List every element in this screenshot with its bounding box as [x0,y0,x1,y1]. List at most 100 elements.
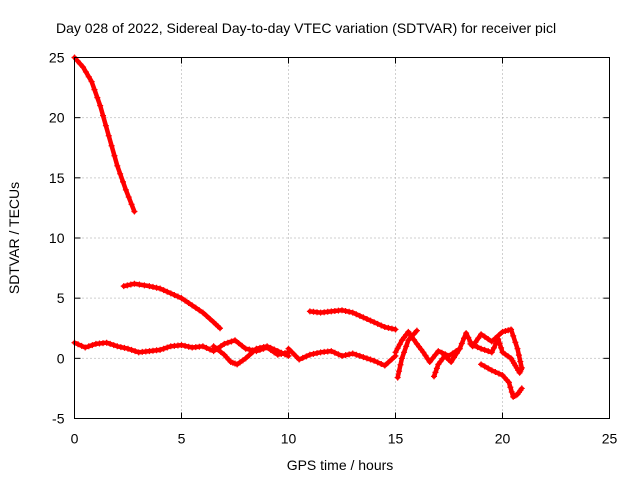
data-point-marker [342,308,349,315]
data-point-marker [463,330,470,337]
data-point-marker [164,288,171,295]
x-tick-label: 20 [495,431,511,447]
data-point-marker [125,345,131,352]
data-point-marker [514,345,521,352]
data-point-marker [353,351,360,358]
series-track-10 [478,361,525,400]
data-point-marker [267,344,274,351]
data-point-marker [505,327,512,334]
data-point-marker [167,290,174,297]
data-point-marker [388,356,395,363]
x-tick-label: 10 [281,431,297,447]
data-point-marker [292,352,299,359]
data-point-marker [192,304,199,311]
x-tick-label: 5 [178,431,186,447]
data-point-marker [253,345,260,352]
data-point-marker [356,352,363,359]
data-point-marker [403,343,410,350]
data-point-marker [478,331,485,338]
data-point-marker [182,342,189,349]
data-point-marker [448,358,455,365]
data-point-marker [488,349,495,356]
data-point-marker [426,358,433,365]
data-point-marker [411,336,418,343]
data-point-marker [242,345,249,352]
data-point-marker [85,343,92,350]
data-point-marker [512,339,519,346]
data-point-marker [396,368,403,375]
data-point-marker [128,201,135,208]
data-point-marker [481,346,488,353]
data-point-marker [111,152,118,159]
data-point-marker [408,334,415,341]
data-point-marker [164,344,171,351]
data-point-marker [78,342,85,349]
data-point-marker [314,350,321,357]
data-point-marker [378,360,385,367]
data-point-marker [75,341,82,348]
data-point-marker [221,340,228,347]
data-point-marker [239,342,246,349]
data-point-marker [485,348,492,355]
data-point-marker [478,361,485,368]
data-point-marker [88,78,95,85]
data-point-marker [214,346,221,353]
series-track-5 [210,343,292,368]
data-point-marker [107,340,114,347]
data-point-marker [339,307,345,314]
data-series-group [71,54,525,400]
data-point-marker [103,339,110,346]
data-point-marker [328,348,335,355]
data-point-marker [481,363,488,370]
y-tick-label: 5 [57,290,65,306]
data-point-marker [256,344,263,351]
data-point-marker [203,312,210,319]
data-point-marker [210,343,217,350]
data-point-marker [429,355,436,362]
data-point-marker [128,346,135,353]
data-point-marker [488,338,495,345]
series-track-9 [431,345,463,380]
data-point-marker [94,94,101,101]
data-point-marker [435,348,442,355]
data-point-marker [485,336,492,343]
data-point-marker [185,343,192,350]
y-tick-label: 10 [49,230,65,246]
data-point-marker [160,345,167,352]
data-point-marker [495,336,502,343]
data-point-marker [310,350,317,357]
series-track-6 [285,345,399,369]
data-point-marker [125,194,132,201]
data-point-marker [342,352,349,359]
data-point-marker [339,352,345,359]
data-point-marker [367,356,374,363]
data-point-marker [157,346,164,353]
tick-labels: 0 5 10 15 20 25 -5 0 5 10 15 20 25 [49,50,618,447]
data-point-marker [303,353,310,360]
data-point-marker [235,340,242,347]
data-point-marker [381,362,388,369]
data-point-marker [481,333,488,340]
y-tick-label: 0 [57,350,65,366]
data-point-marker [185,299,192,306]
data-point-marker [363,355,370,362]
data-point-marker [141,282,148,289]
data-point-marker [131,280,138,287]
data-point-marker [413,327,420,334]
data-point-marker [371,357,378,364]
y-tick-label: 20 [49,110,65,126]
data-point-marker [465,334,472,341]
data-point-marker [114,343,121,350]
data-point-marker [431,373,438,380]
data-point-marker [392,326,399,333]
x-tick-label: 25 [602,431,618,447]
data-point-marker [299,354,306,361]
data-point-marker [374,359,381,366]
data-point-marker [121,344,128,351]
data-point-marker [517,358,524,365]
data-point-marker [349,309,356,316]
data-point-marker [331,349,338,356]
data-point-marker [82,344,89,351]
data-point-marker [450,354,457,361]
